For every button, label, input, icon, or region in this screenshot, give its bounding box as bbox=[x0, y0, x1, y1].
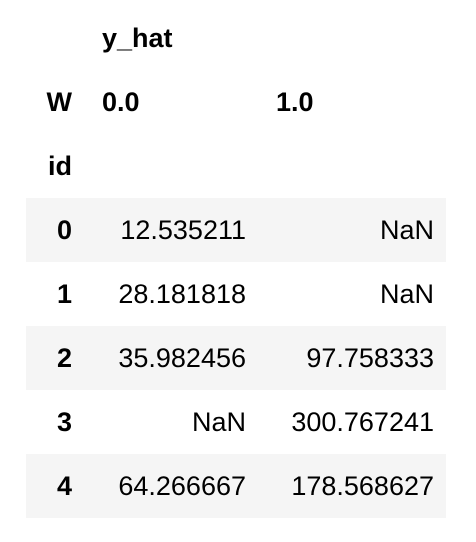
table-cell: 97.758333 bbox=[306, 343, 434, 373]
row-index: 4 bbox=[56, 471, 72, 501]
table-cell: 300.767241 bbox=[291, 407, 434, 437]
index-name-row: id bbox=[26, 134, 446, 198]
column-header-y-hat: y_hat bbox=[102, 23, 173, 53]
table-cell: 178.568627 bbox=[291, 471, 434, 501]
table-cell: 35.982456 bbox=[118, 343, 246, 373]
table-cell: 28.181818 bbox=[118, 279, 246, 309]
table-cell: 12.535211 bbox=[120, 215, 246, 245]
table-row: 1 28.181818 NaN bbox=[26, 262, 446, 326]
row-index: 0 bbox=[56, 215, 72, 245]
column-header-1: 1.0 bbox=[276, 87, 314, 117]
header-row-level-1: W 0.0 1.0 bbox=[26, 70, 446, 134]
column-level-name: W bbox=[46, 87, 72, 117]
table-row: 2 35.982456 97.758333 bbox=[26, 326, 446, 390]
row-index: 2 bbox=[56, 343, 72, 373]
table-row: 3 NaN 300.767241 bbox=[26, 390, 446, 454]
table-row: 0 12.535211 NaN bbox=[26, 198, 446, 262]
table-cell: NaN bbox=[379, 215, 434, 245]
row-index: 1 bbox=[56, 279, 72, 309]
index-name: id bbox=[48, 151, 72, 181]
table-cell: NaN bbox=[379, 279, 434, 309]
table-row: 4 64.266667 178.568627 bbox=[26, 454, 446, 518]
row-index: 3 bbox=[56, 407, 72, 437]
table-cell: NaN bbox=[191, 407, 246, 437]
header-row-level-0: y_hat bbox=[26, 6, 446, 70]
table-cell: 64.266667 bbox=[118, 471, 246, 501]
column-header-0: 0.0 bbox=[102, 87, 140, 117]
